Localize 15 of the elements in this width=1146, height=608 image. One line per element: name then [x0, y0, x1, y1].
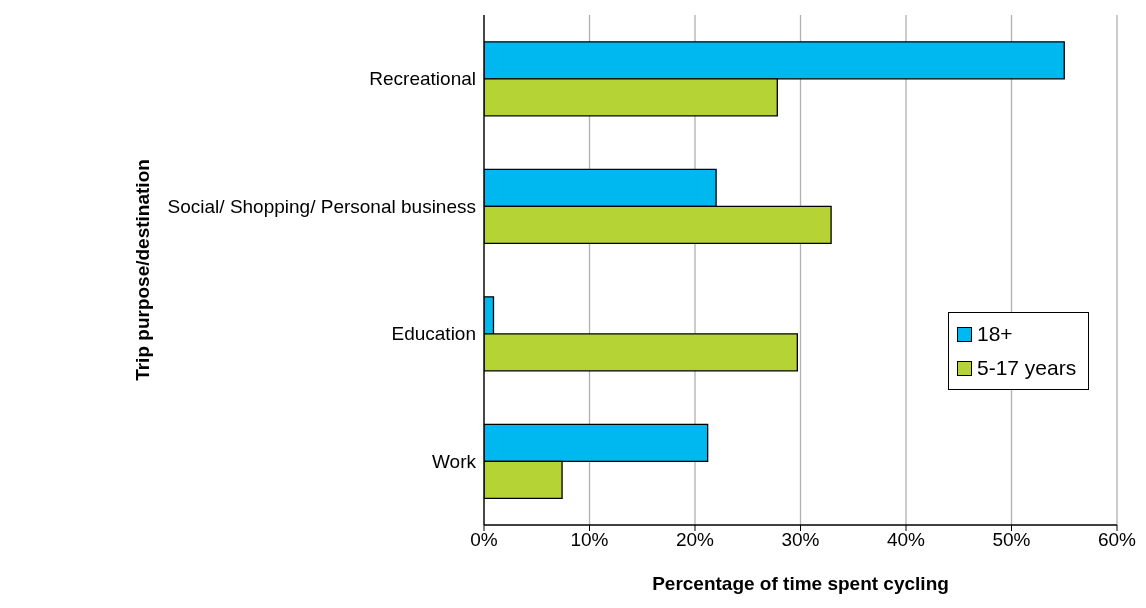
y-axis-title: Trip purpose/destination [131, 159, 153, 381]
x-tick-label: 40% [886, 529, 926, 551]
y-tick-label: Social/ Shopping/ Personal business [167, 195, 476, 217]
x-tick-label: 0% [470, 529, 498, 551]
legend-label: 18+ [977, 321, 1013, 347]
x-tick-label: 50% [992, 529, 1031, 551]
x-tick-label: 20% [675, 529, 715, 551]
y-tick-label: Education [391, 323, 476, 345]
x-tick-label: 60% [1097, 529, 1137, 551]
x-axis-title: Percentage of time spent cycling [652, 573, 949, 594]
y-tick-label: Recreational [369, 68, 476, 90]
legend-label: 5-17 years [977, 355, 1077, 381]
x-tick-label: 10% [570, 529, 609, 551]
x-tick-label: 30% [781, 529, 820, 551]
y-tick-label: Work [432, 450, 477, 472]
